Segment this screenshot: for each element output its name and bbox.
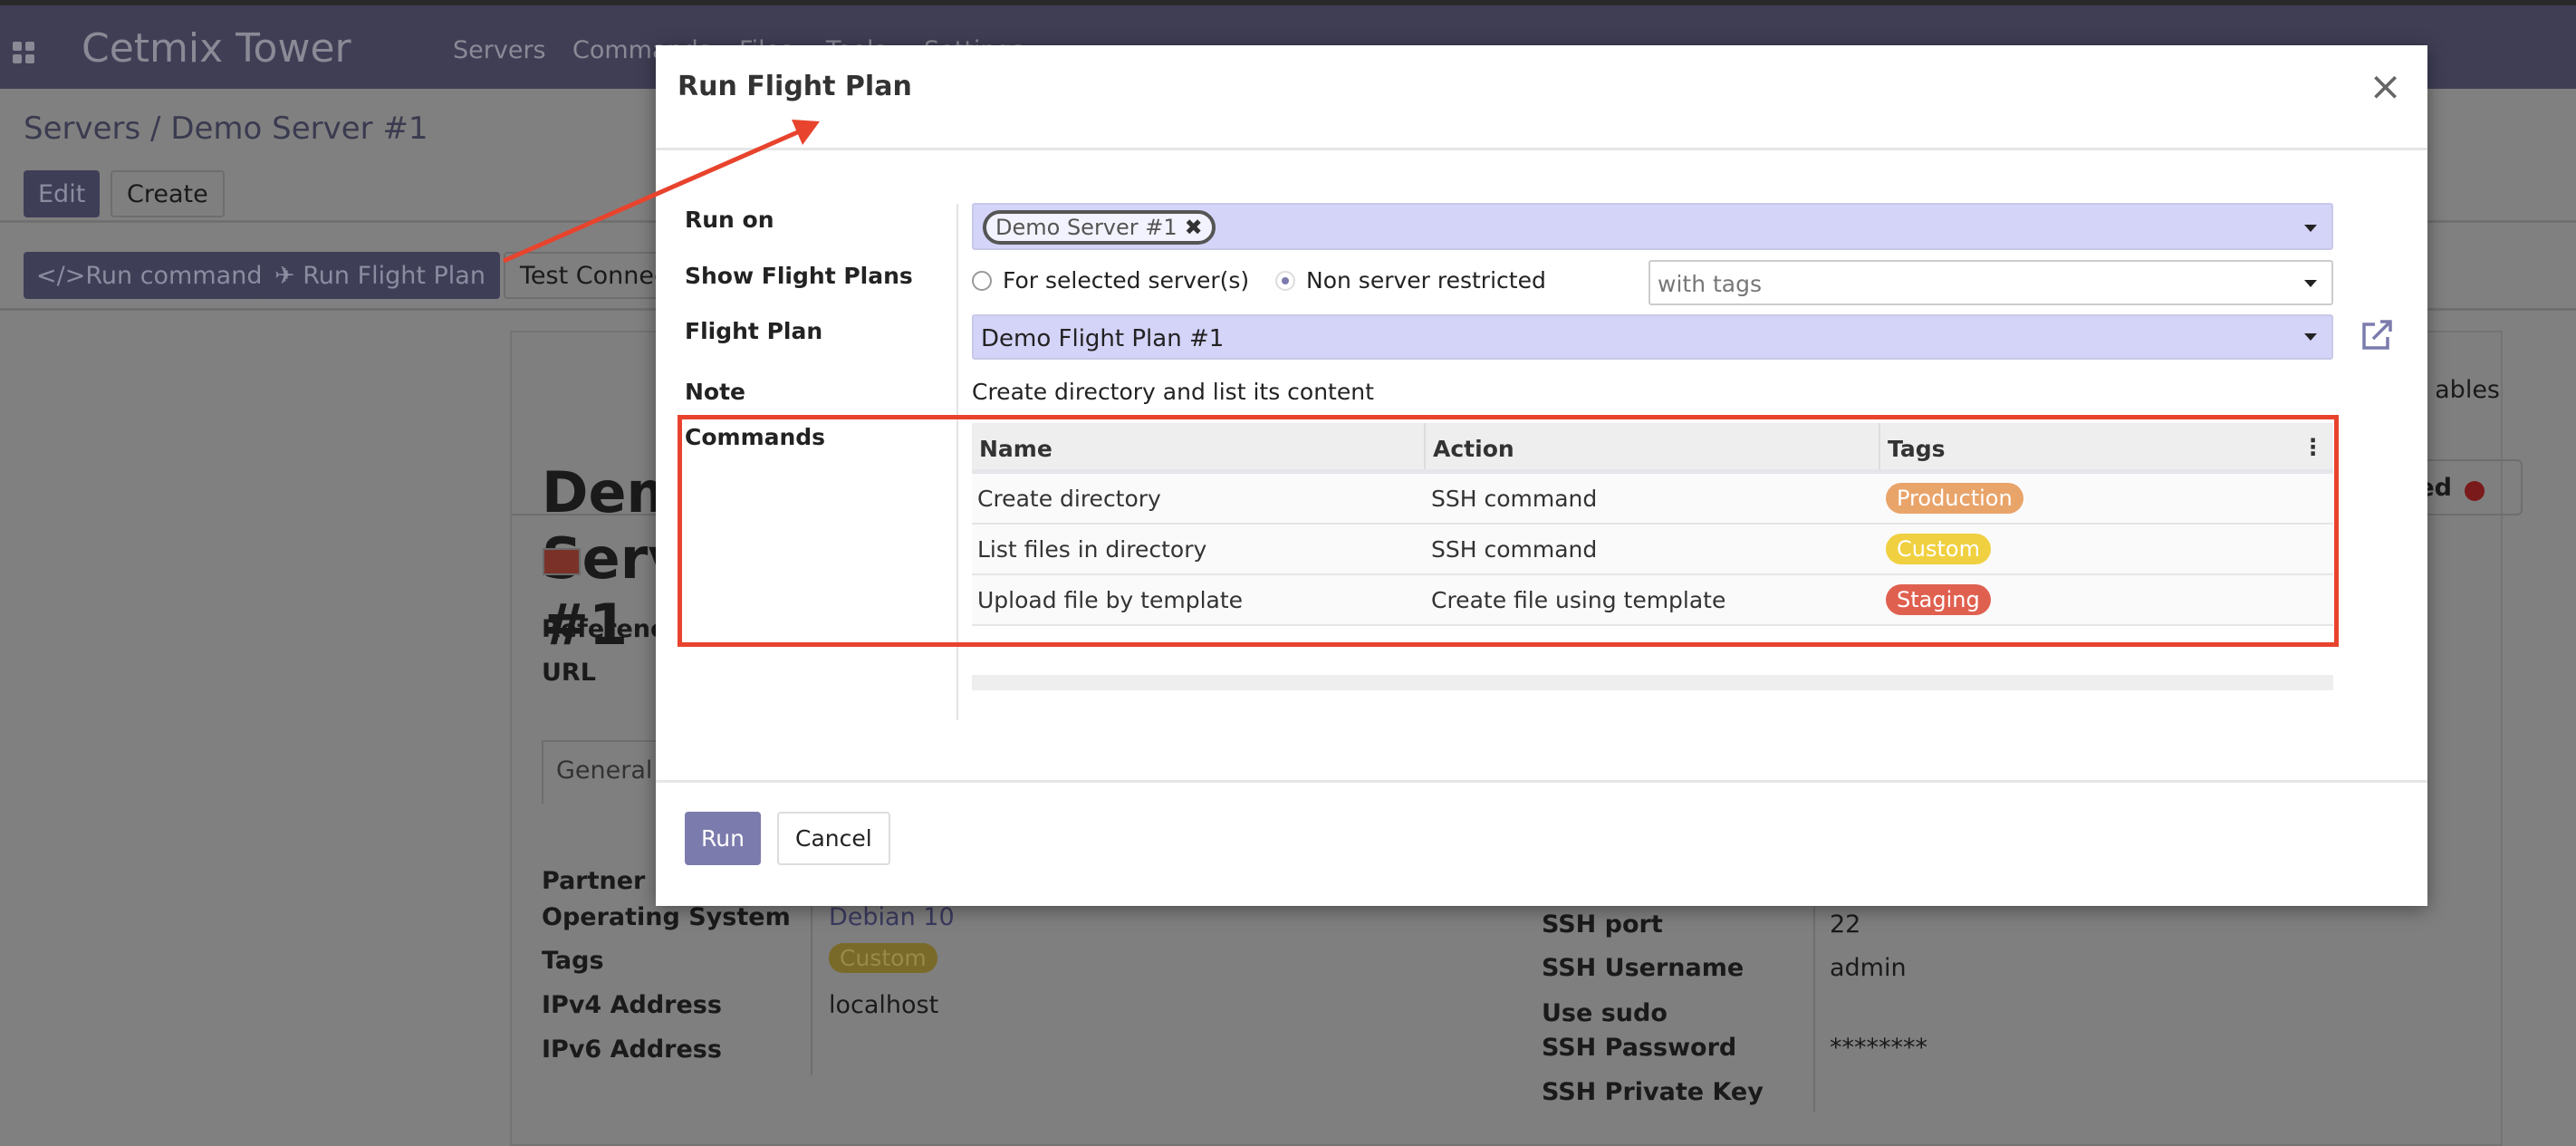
- server-name: Demo Server #1: [542, 459, 659, 658]
- tag-production: Production: [1886, 483, 2023, 514]
- run-command-label: Run command: [85, 261, 263, 290]
- ipv4-value: localhost: [829, 991, 939, 1019]
- divider: [656, 780, 2427, 783]
- flight-plan-label: Flight Plan: [685, 318, 823, 344]
- apps-grid-icon[interactable]: [13, 42, 34, 63]
- dialog-title: Run Flight Plan: [678, 71, 912, 102]
- status-dot-icon: [2465, 481, 2485, 501]
- flight-plan-value: Demo Flight Plan #1: [981, 325, 1225, 352]
- tags-placeholder: with tags: [1658, 271, 1763, 297]
- column-tags-label: Tags: [1888, 436, 1946, 462]
- radio-label: Non server restricted: [1306, 267, 1546, 294]
- ipv6-label: IPv6 Address: [542, 1035, 722, 1064]
- column-options-icon[interactable]: ⋮: [2302, 434, 2324, 460]
- radio-selected-servers[interactable]: For selected server(s): [972, 267, 1249, 294]
- column-name[interactable]: Name: [972, 423, 1426, 469]
- column-action[interactable]: Action: [1426, 423, 1880, 469]
- tags-label: Tags: [542, 947, 604, 975]
- divider: [656, 148, 2427, 150]
- cell-action: SSH command: [1431, 535, 1598, 563]
- ssh-password-value: ********: [1830, 1034, 1927, 1062]
- chevron-down-icon[interactable]: [2304, 333, 2317, 341]
- chevron-down-icon[interactable]: [2304, 280, 2317, 287]
- os-value[interactable]: Debian 10: [829, 903, 955, 931]
- plane-icon: ✈: [274, 261, 303, 290]
- os-label: Operating System: [542, 903, 791, 931]
- run-button[interactable]: Run: [685, 812, 761, 865]
- ipv4-label: IPv4 Address: [542, 991, 722, 1019]
- note-label: Note: [685, 379, 746, 405]
- test-connection-button[interactable]: Test Connection: [504, 252, 667, 299]
- divider: [811, 894, 812, 1075]
- tag-custom: Custom: [1886, 534, 1991, 564]
- highlight-box: [678, 415, 2339, 647]
- menu-servers[interactable]: Servers: [453, 36, 546, 64]
- edit-button[interactable]: Edit: [24, 170, 101, 217]
- divider: [956, 204, 958, 720]
- cell-action: SSH command: [1431, 485, 1598, 512]
- cell-action: Create file using template: [1431, 586, 1726, 613]
- table-header: Name Action Tags ⋮: [972, 423, 2333, 474]
- ssh-password-label: SSH Password: [1542, 1034, 1737, 1062]
- horizontal-scrollbar[interactable]: [972, 675, 2333, 690]
- show-flight-plans-label: Show Flight Plans: [685, 263, 913, 289]
- remove-tag-icon[interactable]: ✖: [1184, 215, 1203, 240]
- run-flight-plan-label: Run Flight Plan: [303, 261, 485, 290]
- create-button[interactable]: Create: [111, 170, 225, 217]
- table-row[interactable]: List files in directory SSH command Cust…: [972, 525, 2333, 575]
- breadcrumb-separator: /: [150, 111, 161, 147]
- radio-non-server-restricted[interactable]: Non server restricted: [1275, 267, 1546, 294]
- run-on-label: Run on: [685, 207, 774, 233]
- cell-name: Upload file by template: [977, 586, 1244, 613]
- tab-variables[interactable]: Variables: [2437, 376, 2500, 404]
- table-row[interactable]: Create directory SSH command Production: [972, 474, 2333, 525]
- tab-general[interactable]: General: [542, 740, 659, 804]
- window-top-strip: [0, 0, 2576, 5]
- tags-select[interactable]: with tags: [1648, 260, 2333, 305]
- tag-staging: Staging: [1886, 584, 1991, 615]
- cell-name: Create directory: [977, 485, 1161, 512]
- ssh-private-key-label: SSH Private Key: [1542, 1078, 1764, 1106]
- run-command-button[interactable]: </> Run command: [24, 252, 275, 299]
- breadcrumb: Servers / Demo Server #1: [24, 111, 428, 147]
- cell-name: List files in directory: [977, 535, 1207, 563]
- note-value: Create directory and list its content: [972, 379, 1374, 405]
- url-label: URL: [542, 659, 596, 687]
- radio-icon: [1275, 270, 1295, 291]
- cancel-button[interactable]: Cancel: [777, 812, 890, 865]
- breadcrumb-current: Demo Server #1: [170, 111, 428, 147]
- radio-icon: [972, 270, 992, 291]
- chevron-down-icon[interactable]: [2304, 225, 2317, 232]
- radio-label: For selected server(s): [1003, 267, 1250, 294]
- ssh-port-label: SSH port: [1542, 910, 1663, 939]
- partner-label: Partner: [542, 867, 646, 895]
- code-icon: </>: [36, 261, 86, 290]
- breadcrumb-parent[interactable]: Servers: [24, 111, 141, 147]
- tag-custom: Custom: [829, 943, 937, 973]
- run-flight-plan-button[interactable]: ✈ Run Flight Plan: [260, 252, 500, 299]
- commands-label: Commands: [685, 424, 826, 450]
- column-tags[interactable]: Tags ⋮: [1880, 423, 2333, 469]
- ssh-username-value: admin: [1830, 954, 1907, 982]
- table-row[interactable]: Upload file by template Create file usin…: [972, 575, 2333, 626]
- external-link-icon[interactable]: [2359, 317, 2392, 350]
- color-swatch: [543, 548, 581, 575]
- ssh-port-value: 22: [1830, 910, 1861, 939]
- use-sudo-label: Use sudo: [1542, 999, 1668, 1027]
- run-on-field[interactable]: Demo Server #1 ✖: [972, 203, 2333, 250]
- server-tag-label: Demo Server #1: [995, 215, 1177, 240]
- commands-table: Name Action Tags ⋮ Create directory SSH c…: [972, 423, 2333, 626]
- app-title: Cetmix Tower: [82, 25, 351, 72]
- run-flight-plan-dialog: Run Flight Plan × Run on Show Flight Pla…: [656, 45, 2427, 906]
- server-tag-chip: Demo Server #1 ✖: [983, 210, 1216, 245]
- close-icon[interactable]: ×: [2369, 63, 2402, 110]
- divider: [1813, 894, 1815, 1112]
- ssh-username-label: SSH Username: [1542, 954, 1745, 982]
- flight-plan-field[interactable]: Demo Flight Plan #1: [972, 314, 2333, 360]
